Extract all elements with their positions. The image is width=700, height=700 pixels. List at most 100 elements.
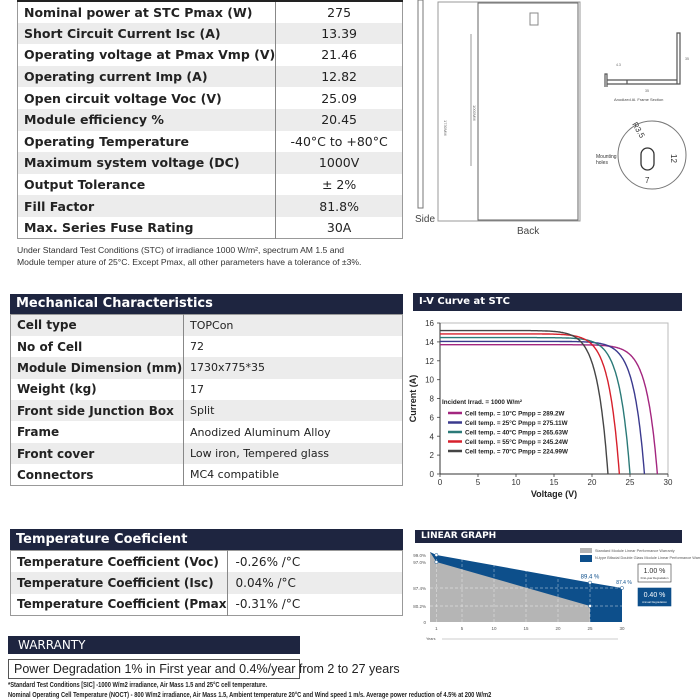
radius-label: R3.5: [630, 121, 647, 141]
row-label: Frame: [10, 421, 184, 443]
standard-warranty-area: [430, 552, 590, 622]
iv-curve-chart: 0 5 10 15 20 25 30 0 2 4 6 8 10 12 14 16 Voltage (V) Curr…: [408, 319, 673, 499]
row-label: Module efficiency %: [17, 108, 277, 131]
row-value: -0.31% /°C: [235, 597, 301, 611]
row-value: 20.45: [275, 108, 403, 131]
row-label: Connectors: [10, 464, 184, 486]
data-point: [434, 560, 439, 564]
noct-footnote: Nominal Operating Cell Temperature (NOCT…: [8, 692, 492, 699]
legend-swatch: [580, 548, 592, 553]
row-label: Temperature Coefficient (Isc): [10, 572, 228, 594]
y-tick-label: 80.2%: [413, 604, 426, 609]
x-tick-label: 15: [550, 478, 559, 487]
row-label: Operating current Imp (A): [17, 65, 277, 88]
table-row: Temperature Coefficient (Isc) 0.04% /°C: [10, 572, 403, 594]
data-point: [588, 604, 592, 608]
value-label-25: 89.4 %: [581, 575, 600, 581]
row-value: 13.39: [275, 22, 403, 45]
mounting-holes-label: holes: [596, 160, 608, 166]
row-label: Output Tolerance: [17, 173, 277, 196]
mounting-hole-detail: [617, 120, 687, 190]
x-axis-label: Voltage (V): [531, 489, 577, 499]
back-label: Back: [517, 226, 540, 237]
x-tick-label: 20: [588, 478, 597, 487]
iv-curve-3: [440, 333, 621, 475]
row-value: 25.09: [321, 90, 357, 106]
y-tick-label: 97.0%: [413, 560, 426, 565]
legend-label: Cell temp. = 25°C Pmpp = 275.11W: [465, 419, 568, 427]
table-row: Front cover Low iron, Tempered glass: [10, 442, 403, 465]
row-label: Operating Temperature: [17, 130, 277, 153]
row-value: Low iron, Tempered glass: [183, 442, 403, 465]
row-value: 0.04% /°C: [227, 572, 403, 594]
y-axis-label: Current (A): [408, 375, 418, 423]
temperature-table: Temperature Coefficient (Voc) -0.26% /°C T…: [10, 550, 403, 616]
warranty-statement: Power Degradation 1% in First year and 0…: [8, 659, 400, 679]
inner-dimension: 1000MM: [472, 105, 477, 121]
y-tick-label: 10: [425, 376, 434, 385]
legend-label: N-type Bifacial Double Glass Module Line…: [595, 556, 700, 560]
y-tick-label: 2: [430, 451, 435, 460]
row-value: -40°C to +80°C: [290, 133, 388, 149]
data-point: [620, 586, 624, 590]
x-tick-label: 0: [438, 478, 443, 487]
mechanical-header: Mechanical Characteristics: [10, 294, 403, 314]
row-value: 30A: [326, 219, 352, 235]
row-value: 81.8%: [275, 195, 403, 217]
y-tick-label: 6: [430, 413, 435, 422]
x-tick-label: 10: [512, 478, 521, 487]
table-row: Module efficiency % 20.45: [17, 108, 403, 131]
degradation-value: 1.00 %: [644, 568, 666, 575]
frame-dim: 4.3: [616, 63, 621, 67]
row-label: Operating voltage at Pmax Vmp (V): [17, 44, 277, 66]
degradation-caption: Annual Degradation: [642, 600, 667, 604]
x-tick-label: 25: [626, 478, 635, 487]
degradation-caption: First-year Degradation: [641, 576, 669, 580]
row-label: Max. Series Fuse Rating: [17, 216, 277, 239]
y-tick-label: 99.0%: [413, 553, 426, 558]
y-tick-label: 87.4%: [413, 586, 426, 591]
temperature-header: Temperature Coeficient: [10, 529, 403, 550]
row-value: 21.46: [321, 47, 357, 63]
mounting-holes-label: Mounting: [596, 154, 617, 160]
x-tick-label: 30: [619, 626, 625, 631]
iv-curve-4: [440, 329, 609, 475]
table-row: Weight (kg) 17: [10, 378, 403, 401]
iv-curve-1: [440, 340, 646, 475]
iv-chart-header: I-V Curve at STC: [413, 293, 682, 311]
stc-note: Under Standard Test Conditions (STC) of …: [17, 244, 407, 268]
y-tick-label: 8: [430, 395, 435, 404]
row-value: 12.82: [275, 65, 403, 88]
row-label: Front cover: [10, 442, 184, 465]
table-row: Temperature Coefficient (Pmax -0.31% /°C: [10, 593, 403, 615]
junction-box: [529, 12, 539, 26]
row-label: Nominal power at STC Pmax (W): [17, 1, 277, 23]
y-tick-label: 0: [423, 620, 426, 625]
table-row: Connectors MC4 compatible: [10, 464, 403, 486]
row-value: 72: [190, 340, 204, 354]
frame-caption: Anodized Al. Frame Section: [614, 97, 663, 102]
linear-warranty-chart: 99.0%97.0%87.4%80.2%01 5 10 15 20 25 30Years89…: [413, 548, 700, 640]
stc-footnote: *Standard Test Conditions [SIC] -1000 W/…: [8, 682, 268, 689]
table-row: Front side Junction Box Split: [10, 400, 403, 422]
legend-label: Cell temp. = 40°C Pmpp = 265.63W: [465, 429, 568, 437]
degradation-box: [637, 563, 672, 583]
table-row: Output Tolerance ± 2%: [17, 173, 403, 196]
data-point: [434, 553, 439, 557]
table-row: Frame Anodized Aluminum Alloy: [10, 421, 403, 443]
row-label: Module Dimension (mm): [10, 357, 184, 379]
mechanical-table: Cell type TOPCon No of Cell 72 Module Dimens…: [10, 314, 403, 487]
y-tick-label: 12: [425, 357, 434, 366]
row-label: Open circuit voltage Voc (V): [17, 87, 277, 109]
x-tick-label: 1: [435, 626, 438, 631]
row-value: MC4 compatible: [190, 468, 280, 482]
y-tick-label: 0: [430, 470, 435, 479]
row-value: -0.26% /°C: [235, 554, 301, 569]
x-tick-label: 15: [523, 626, 529, 631]
table-row: Open circuit voltage Voc (V) 25.09: [17, 87, 403, 109]
side-label: Side: [415, 214, 435, 225]
row-value: 17: [190, 382, 204, 396]
x-tick-label: 10: [491, 626, 497, 631]
row-value: 1000V: [275, 152, 403, 174]
table-row: Fill Factor 81.8%: [17, 195, 403, 217]
